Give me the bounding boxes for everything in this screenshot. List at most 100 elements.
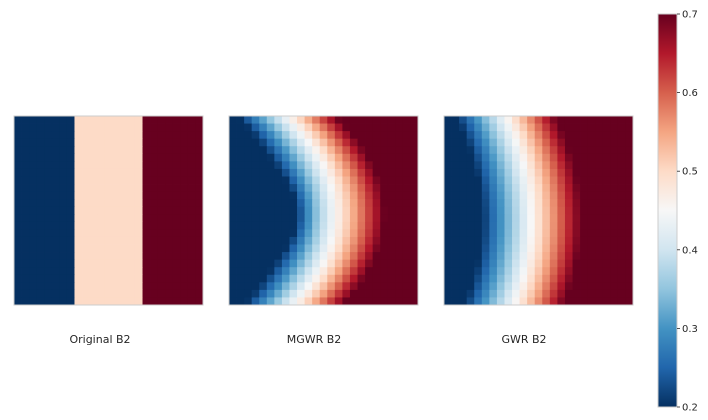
heatmap-cell bbox=[587, 123, 596, 132]
heatmap-cell bbox=[451, 123, 460, 132]
heatmap-cell bbox=[504, 206, 513, 215]
heatmap-cell bbox=[74, 289, 83, 298]
heatmap-cell bbox=[372, 138, 381, 147]
heatmap-cell bbox=[289, 297, 298, 306]
heatmap-cell bbox=[274, 176, 283, 185]
heatmap-cell bbox=[180, 168, 189, 177]
heatmap-cell bbox=[251, 146, 260, 155]
heatmap-cell bbox=[595, 274, 604, 283]
heatmap-cell bbox=[580, 252, 589, 261]
heatmap-cell bbox=[349, 146, 358, 155]
heatmap-cell bbox=[142, 153, 151, 162]
heatmap-cell bbox=[97, 206, 106, 215]
heatmap-cell bbox=[89, 282, 98, 291]
heatmap-cell bbox=[82, 282, 90, 291]
heatmap-cell bbox=[21, 123, 30, 132]
heatmap-cell bbox=[349, 236, 358, 245]
heatmap-cell bbox=[534, 116, 543, 124]
heatmap-cell bbox=[410, 236, 419, 245]
heatmap-cell bbox=[97, 259, 106, 268]
heatmap-cell bbox=[266, 252, 275, 261]
heatmap-cell bbox=[519, 236, 528, 245]
heatmap-cell bbox=[157, 131, 166, 140]
heatmap-cell bbox=[274, 153, 283, 162]
heatmap-cell bbox=[527, 252, 536, 261]
heatmap-cell bbox=[542, 214, 551, 223]
heatmap-cell bbox=[157, 176, 166, 185]
heatmap-cell bbox=[297, 116, 305, 124]
heatmap-cell bbox=[14, 282, 22, 291]
heatmap-cell bbox=[489, 244, 498, 253]
heatmap-cell bbox=[89, 153, 98, 162]
heatmap-cell bbox=[312, 206, 321, 215]
heatmap-cell bbox=[572, 138, 581, 147]
heatmap-cell bbox=[610, 229, 619, 238]
heatmap-cell bbox=[349, 116, 358, 124]
heatmap-cell bbox=[572, 282, 581, 291]
heatmap-cell bbox=[82, 168, 90, 177]
heatmap-cell bbox=[380, 259, 389, 268]
heatmap-cell bbox=[51, 168, 60, 177]
heatmap-cell bbox=[519, 138, 528, 147]
heatmap-cell bbox=[489, 199, 498, 208]
heatmap-cell bbox=[259, 184, 268, 192]
heatmap-cell bbox=[387, 199, 396, 208]
heatmap-cell bbox=[14, 274, 22, 283]
heatmap-cell bbox=[29, 244, 38, 253]
heatmap-cell bbox=[534, 267, 543, 276]
heatmap-cell bbox=[112, 236, 121, 245]
heatmap-cell bbox=[251, 297, 260, 306]
heatmap-cell bbox=[402, 267, 411, 276]
heatmap-cell bbox=[534, 244, 543, 253]
panel-title-mgwr: MGWR B2 bbox=[287, 333, 342, 346]
heatmap-cell bbox=[395, 274, 404, 283]
heatmap-cell bbox=[481, 274, 490, 283]
heatmap-cell bbox=[297, 168, 305, 177]
heatmap-cell bbox=[127, 138, 136, 147]
heatmap-cell bbox=[281, 297, 290, 306]
heatmap-cell bbox=[297, 274, 305, 283]
heatmap-cell bbox=[387, 282, 396, 291]
heatmap-cell bbox=[21, 153, 30, 162]
heatmap-cell bbox=[512, 206, 520, 215]
heatmap-cell bbox=[112, 176, 121, 185]
heatmap-cell bbox=[104, 146, 113, 155]
heatmap-cell bbox=[29, 131, 38, 140]
heatmap-cell bbox=[489, 282, 498, 291]
heatmap-cell bbox=[557, 161, 566, 170]
heatmap-cell bbox=[625, 168, 634, 177]
heatmap-cell bbox=[572, 252, 581, 261]
heatmap-cell bbox=[542, 297, 551, 306]
heatmap-cell bbox=[402, 244, 411, 253]
heatmap-cell bbox=[572, 199, 581, 208]
heatmap-cell bbox=[327, 252, 336, 261]
heatmap-cell bbox=[104, 297, 113, 306]
heatmap-cell bbox=[327, 267, 336, 276]
heatmap-cell bbox=[542, 123, 551, 132]
heatmap-cell bbox=[14, 146, 22, 155]
heatmap-cell bbox=[587, 244, 596, 253]
heatmap-cell bbox=[410, 244, 419, 253]
heatmap-cell bbox=[365, 123, 374, 132]
heatmap-cell bbox=[557, 221, 566, 230]
heatmap-cell bbox=[150, 153, 159, 162]
heatmap-cell bbox=[259, 116, 268, 124]
heatmap-cell bbox=[44, 191, 53, 200]
heatmap-cell bbox=[259, 229, 268, 238]
heatmap-cell bbox=[304, 297, 313, 306]
heatmap-cell bbox=[365, 214, 374, 223]
heatmap-cell bbox=[564, 153, 573, 162]
colorbar-tick-label: 0.4 bbox=[682, 245, 698, 256]
heatmap-cell bbox=[357, 161, 366, 170]
heatmap-cell bbox=[580, 206, 589, 215]
heatmap-cell bbox=[51, 282, 60, 291]
heatmap-cell bbox=[481, 191, 490, 200]
heatmap-cell bbox=[281, 267, 290, 276]
heatmap-cell bbox=[119, 153, 128, 162]
heatmap-cell bbox=[349, 297, 358, 306]
heatmap-cell bbox=[349, 274, 358, 283]
heatmap-cell bbox=[312, 146, 321, 155]
heatmap-cell bbox=[444, 267, 452, 276]
heatmap-frame bbox=[443, 115, 634, 306]
heatmap-cell bbox=[21, 274, 30, 283]
